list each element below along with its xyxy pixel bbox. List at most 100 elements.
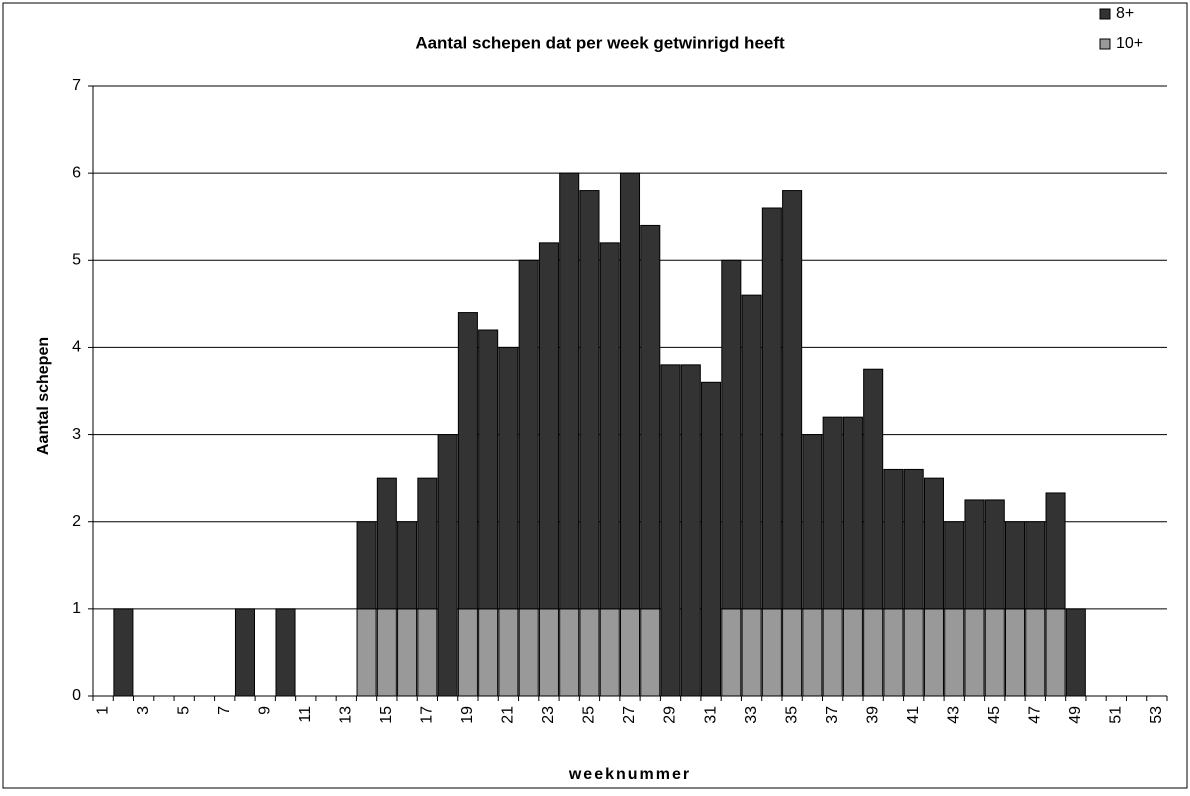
bar	[113, 608, 134, 697]
x-tick-label: 7	[216, 706, 233, 715]
x-tick-label: 35	[783, 706, 800, 724]
y-axis-title: Aantal schepen	[35, 337, 52, 455]
bar	[376, 477, 397, 610]
bar	[599, 242, 620, 610]
bar	[964, 608, 985, 697]
x-tick-label: 33	[743, 706, 760, 724]
bar	[944, 521, 965, 610]
bar	[538, 242, 559, 610]
bar	[559, 172, 580, 610]
x-tick-label: 29	[662, 706, 679, 724]
bar	[478, 329, 499, 610]
legend-swatch	[1099, 8, 1111, 20]
x-tick-label: 25	[581, 706, 598, 724]
bar	[518, 259, 539, 610]
bar	[356, 608, 377, 697]
x-tick-label: 11	[297, 706, 314, 723]
bar	[478, 608, 499, 697]
bar	[883, 608, 904, 697]
x-tick-label: 3	[135, 706, 152, 715]
bar	[822, 416, 843, 610]
legend-label: 10+	[1116, 35, 1143, 52]
bar	[761, 207, 782, 610]
bar	[802, 434, 823, 610]
bar	[842, 608, 863, 697]
bar	[619, 608, 641, 697]
bar	[498, 346, 519, 610]
y-tick-label: 1	[72, 600, 81, 617]
bar	[437, 434, 458, 697]
x-tick-label: 41	[905, 706, 922, 724]
bar	[903, 608, 924, 697]
bar	[457, 312, 478, 610]
bar	[863, 368, 884, 610]
x-tick-label: 9	[256, 706, 273, 715]
bar	[1045, 492, 1066, 610]
bar	[1045, 608, 1066, 697]
y-tick-label: 7	[72, 77, 81, 94]
legend-label: 8+	[1116, 5, 1134, 22]
bar	[701, 381, 722, 697]
bar	[863, 608, 884, 697]
x-tick-label: 45	[986, 706, 1003, 724]
x-tick-label: 27	[621, 706, 638, 724]
bar	[1004, 608, 1026, 697]
bar	[1004, 521, 1026, 610]
bar	[579, 608, 600, 697]
x-axis-title: weeknummer	[568, 766, 691, 783]
bar	[761, 608, 782, 697]
x-tick-label: 39	[864, 706, 881, 724]
bar	[721, 608, 742, 697]
bar	[457, 608, 478, 697]
bar	[397, 521, 418, 610]
y-tick-label: 2	[72, 513, 81, 530]
bar	[782, 608, 803, 697]
bar	[417, 477, 438, 610]
x-tick-label: 19	[459, 706, 476, 724]
bar	[984, 608, 1005, 697]
bar	[417, 608, 438, 697]
y-tick-label: 5	[72, 252, 81, 269]
bar	[1065, 608, 1086, 697]
bar	[640, 608, 661, 697]
bar	[721, 259, 742, 610]
bar	[376, 608, 397, 697]
bar	[923, 477, 944, 610]
x-tick-label: 43	[945, 706, 962, 724]
bar	[579, 190, 600, 610]
bar	[234, 608, 256, 697]
bar	[923, 608, 944, 697]
bar	[518, 608, 539, 697]
x-tick-label: 17	[419, 706, 436, 724]
bar	[397, 608, 418, 697]
y-tick-label: 0	[72, 687, 81, 704]
bar	[883, 468, 904, 610]
x-tick-label: 1	[94, 706, 111, 715]
x-tick-label: 51	[1108, 706, 1125, 724]
bar	[782, 190, 803, 610]
x-tick-label: 15	[378, 706, 395, 724]
chart-title: Aantal schepen dat per week getwinrigd h…	[415, 33, 785, 52]
bar	[741, 608, 762, 697]
x-tick-label: 49	[1067, 706, 1084, 724]
bar	[599, 608, 620, 697]
bar	[559, 608, 580, 697]
bar	[944, 608, 965, 697]
bar	[680, 364, 701, 697]
bar	[660, 364, 681, 697]
x-tick-label: 21	[500, 706, 517, 724]
bar	[822, 608, 843, 697]
y-tick-label: 3	[72, 426, 81, 443]
bar	[640, 224, 661, 610]
legend-swatch	[1099, 38, 1111, 50]
x-tick-label: 31	[702, 706, 719, 724]
x-tick-label: 13	[338, 706, 355, 724]
bar	[1025, 521, 1046, 610]
y-tick-label: 6	[72, 164, 81, 181]
bar	[842, 416, 863, 610]
bar	[275, 608, 296, 697]
bar	[741, 294, 762, 610]
x-tick-label: 23	[540, 706, 557, 724]
bar	[356, 521, 377, 610]
